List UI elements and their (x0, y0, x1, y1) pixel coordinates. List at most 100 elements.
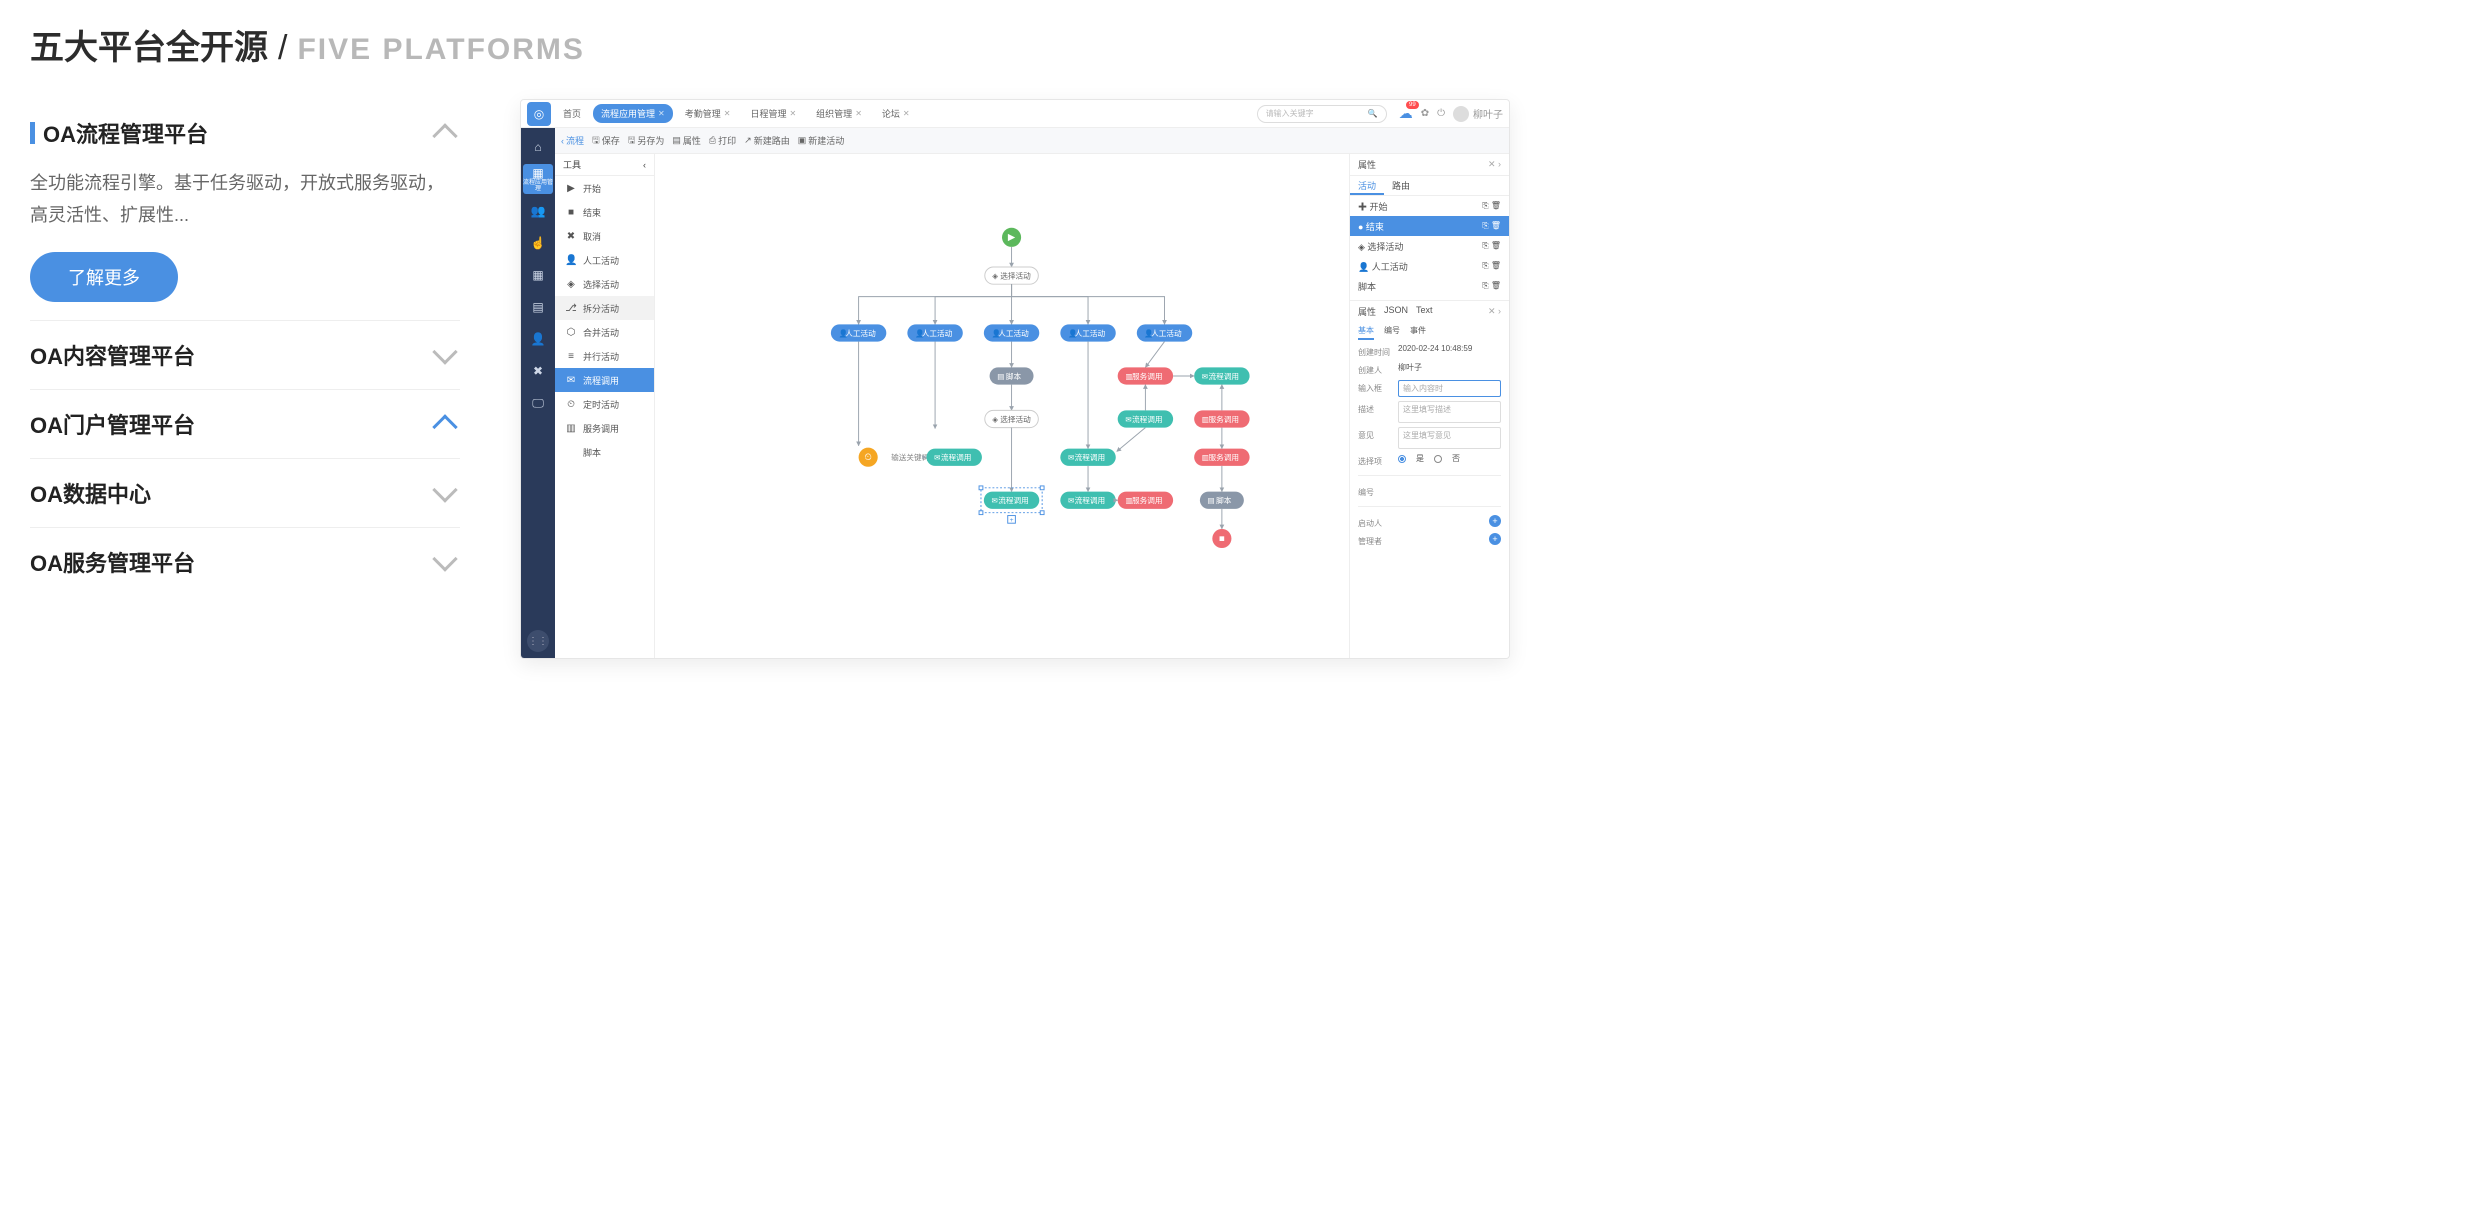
svg-text:+: + (1010, 517, 1014, 524)
svg-text:◈ 选择活动: ◈ 选择活动 (992, 414, 1031, 424)
svg-text:▤: ▤ (997, 372, 1004, 381)
calendar-icon: ▦ (532, 269, 544, 281)
rail-touch[interactable]: ☝ (523, 228, 553, 258)
props-tab-route[interactable]: 路由 (1384, 176, 1418, 195)
rail-more-icon[interactable]: ⋮⋮ (527, 630, 549, 652)
prop-row[interactable]: ◈ 选择活动⎘ 🗑 (1350, 236, 1509, 256)
accordion-item-2[interactable]: OA门户管理平台 (30, 390, 460, 459)
rail-list[interactable]: ▤ (523, 292, 553, 322)
tab-org[interactable]: 组织管理✕ (808, 104, 870, 123)
tool-palette: 工具‹ ▶开始■结束✖取消👤人工活动◈选择活动⎇拆分活动⬡合并活动≡并行活动✉流… (555, 154, 655, 658)
prop-row[interactable]: 脚本⎘ 🗑 (1350, 276, 1509, 296)
tab-forum[interactable]: 论坛✕ (874, 104, 918, 123)
close-icon[interactable]: ✕ (903, 109, 910, 118)
back-link[interactable]: ‹ 流程 (561, 134, 584, 147)
rail-person[interactable]: 👤 (523, 324, 553, 354)
tool-脚本[interactable]: 脚本 (555, 440, 654, 464)
add-starter-button[interactable]: + (1489, 515, 1501, 527)
people-icon: 👥 (532, 205, 544, 217)
opinion-textarea[interactable]: 这里填写意见 (1398, 427, 1501, 449)
tab-home[interactable]: 首页 (555, 104, 589, 123)
title-en: FIVE PLATFORMS (297, 33, 584, 67)
tab-calendar[interactable]: 日程管理✕ (742, 104, 804, 123)
tool-拆分活动[interactable]: ⎇拆分活动 (555, 296, 654, 320)
radio-group[interactable]: 是 否 (1398, 453, 1501, 464)
close-icon[interactable]: ✕ › (1488, 306, 1501, 317)
tab-attendance[interactable]: 考勤管理✕ (677, 104, 739, 123)
learn-more-button[interactable]: 了解更多 (30, 252, 178, 302)
rail-cal[interactable]: ▦ (523, 260, 553, 290)
app-screenshot: ◎ 首页 流程应用管理✕ 考勤管理✕ 日程管理✕ 组织管理✕ 论坛✕ 请输入关键… (520, 99, 1510, 659)
prop-row[interactable]: ✚ 开始⎘ 🗑 (1350, 196, 1509, 216)
logout-icon[interactable]: ⏻ (1437, 108, 1445, 119)
accordion-item-1[interactable]: OA内容管理平台 (30, 321, 460, 390)
svg-text:■: ■ (1219, 533, 1225, 544)
svg-text:服务调用: 服务调用 (1132, 371, 1163, 381)
svg-text:输送关键词: 输送关键词 (891, 452, 930, 462)
prop-row[interactable]: 👤 人工活动⎘ 🗑 (1350, 256, 1509, 276)
avatar (1453, 106, 1469, 122)
accordion-desc: 全功能流程引擎。基于任务驱动，开放式服务驱动，高灵活性、扩展性... (30, 167, 460, 232)
tool-服务调用[interactable]: ▥服务调用 (555, 416, 654, 440)
title-input[interactable]: 输入内容时 (1398, 380, 1501, 397)
accordion-item-3[interactable]: OA数据中心 (30, 459, 460, 528)
close-icon[interactable]: ✕ (855, 109, 862, 118)
flow-canvas[interactable]: ▶ 选择活动 ◈ 选择活动 👤 人工活动 👤 人工活动 👤 人工活动 👤 人工活… (655, 154, 1349, 658)
tab-process[interactable]: 流程应用管理✕ (593, 104, 673, 123)
rail-home[interactable]: ⌂ (523, 132, 553, 162)
rail-monitor[interactable]: 🖵 (523, 388, 553, 418)
user-menu[interactable]: 柳叶子 (1453, 106, 1503, 122)
tb-saveas[interactable]: 🖫 另存为 (628, 133, 665, 149)
tool-合并活动[interactable]: ⬡合并活动 (555, 320, 654, 344)
tb-route[interactable]: ↗ 新建路由 (744, 134, 790, 147)
tool-结束[interactable]: ■结束 (555, 200, 654, 224)
close-icon[interactable]: ✕ (658, 109, 665, 118)
close-icon[interactable]: ✕ › (1488, 159, 1501, 170)
desc-textarea[interactable]: 这里填写描述 (1398, 401, 1501, 423)
tb-props[interactable]: ▤ 属性 (672, 134, 701, 147)
svg-text:服务调用: 服务调用 (1209, 452, 1240, 462)
close-icon[interactable]: ✕ (724, 109, 731, 118)
active-bar (30, 122, 35, 144)
props-tab-activity[interactable]: 活动 (1350, 176, 1384, 195)
tb-print[interactable]: ⎙ 打印 (709, 134, 736, 147)
svg-text:流程调用: 流程调用 (1132, 414, 1163, 424)
person-icon: 👤 (532, 333, 544, 345)
rail-tools[interactable]: ✖ (523, 356, 553, 386)
add-manager-button[interactable]: + (1489, 533, 1501, 545)
svg-text:脚本: 脚本 (1216, 495, 1232, 505)
tool-流程调用[interactable]: ✉流程调用 (555, 368, 654, 392)
svg-text:人工活动: 人工活动 (845, 328, 876, 338)
svg-text:▶: ▶ (1008, 232, 1016, 243)
close-icon[interactable]: ✕ (789, 109, 796, 118)
gear-icon[interactable]: ✿ (1421, 108, 1429, 119)
svg-text:人工活动: 人工活动 (922, 328, 953, 338)
tool-定时活动[interactable]: ⏲定时活动 (555, 392, 654, 416)
monitor-icon: 🖵 (532, 397, 544, 409)
app-logo-icon[interactable]: ◎ (527, 102, 551, 126)
tool-并行活动[interactable]: ≡并行活动 (555, 344, 654, 368)
tool-取消[interactable]: ✖取消 (555, 224, 654, 248)
title-sep: / (278, 29, 287, 68)
tb-save[interactable]: 🖫 保存 (592, 133, 620, 149)
grid-icon: ▦ (532, 167, 544, 179)
search-icon: 🔍 (1368, 109, 1378, 118)
bell-icon[interactable]: ☁99 (1399, 105, 1413, 122)
tool-人工活动[interactable]: 👤人工活动 (555, 248, 654, 272)
accordion-item-0[interactable]: OA流程管理平台 全功能流程引擎。基于任务驱动，开放式服务驱动，高灵活性、扩展性… (30, 99, 460, 321)
radio-no[interactable] (1434, 455, 1442, 463)
chevron-up-icon (432, 123, 457, 148)
svg-text:服务调用: 服务调用 (1209, 414, 1240, 424)
accordion-item-4[interactable]: OA服务管理平台 (30, 528, 460, 596)
collapse-icon[interactable]: ‹ (643, 160, 646, 170)
radio-yes[interactable] (1398, 455, 1406, 463)
rail-process[interactable]: ▦流程应用管理 (523, 164, 553, 194)
tool-选择活动[interactable]: ◈选择活动 (555, 272, 654, 296)
svg-text:流程调用: 流程调用 (941, 452, 972, 462)
search-input[interactable]: 请输入关键字🔍 (1257, 105, 1387, 123)
tb-activity[interactable]: ▣ 新建活动 (798, 134, 845, 147)
prop-row[interactable]: ● 结束⎘ 🗑 (1350, 216, 1509, 236)
svg-text:流程调用: 流程调用 (998, 495, 1029, 505)
rail-people[interactable]: 👥 (523, 196, 553, 226)
tool-开始[interactable]: ▶开始 (555, 176, 654, 200)
